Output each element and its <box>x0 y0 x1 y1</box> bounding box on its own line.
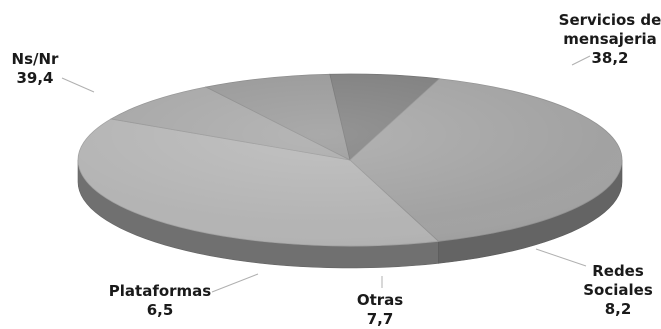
slice-label: Otras 7,7 <box>357 291 403 328</box>
slice-name: Redes <box>592 262 644 280</box>
leader-line <box>61 77 95 93</box>
slice-label: Plataformas 6,5 <box>109 282 212 319</box>
leader-line <box>211 273 259 293</box>
leader-lines <box>61 55 591 293</box>
slice-name: Servicios de <box>559 11 661 29</box>
pie-highlight <box>78 74 622 246</box>
slice-label: Servicios de mensajeria 38,2 <box>559 11 661 67</box>
leader-line <box>571 55 591 66</box>
slice-name: Ns/Nr <box>12 50 60 68</box>
slice-name: Plataformas <box>109 282 212 300</box>
slice-value: 39,4 <box>16 69 53 87</box>
slice-value: 7,7 <box>367 310 394 328</box>
slice-name: Sociales <box>583 281 653 299</box>
slice-value: 6,5 <box>147 301 174 319</box>
slice-label: Ns/Nr 39,4 <box>12 50 60 87</box>
slice-labels: Servicios de mensajeria 38,2 Redes Sociales 8… <box>12 11 661 328</box>
slice-name: mensajeria <box>563 30 657 48</box>
slice-label: Redes Sociales 8,2 <box>583 262 653 318</box>
pie-slices <box>77 73 623 269</box>
slice-value: 8,2 <box>605 300 632 318</box>
leader-line <box>535 248 587 267</box>
slice-name: Otras <box>357 291 403 309</box>
slice-value: 38,2 <box>591 49 628 67</box>
